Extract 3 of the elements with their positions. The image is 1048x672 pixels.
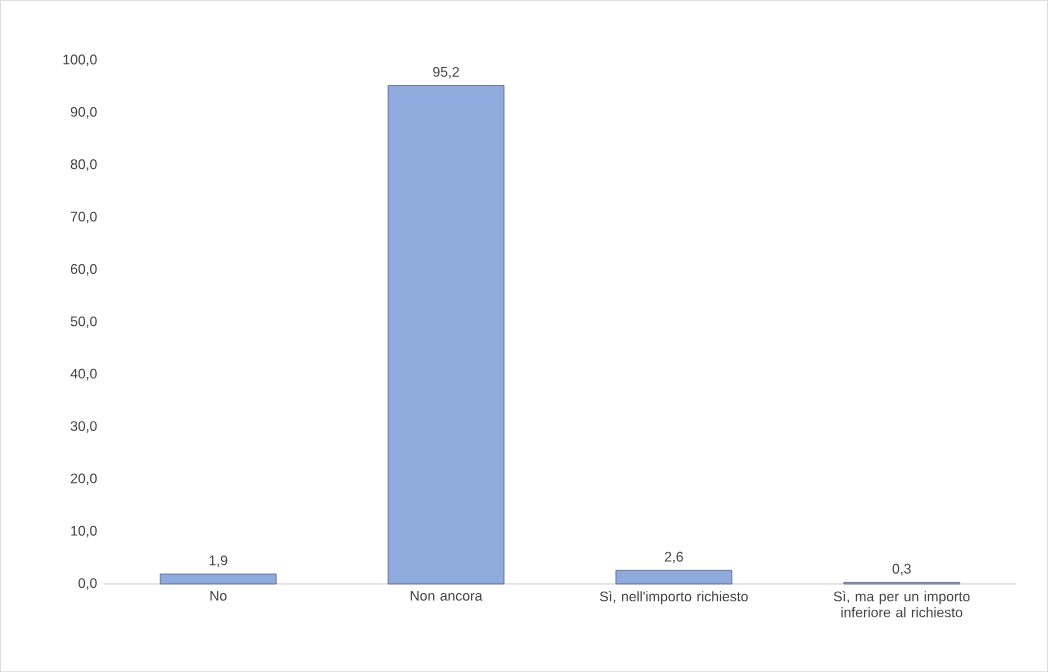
bar: [615, 569, 733, 585]
bar: [387, 84, 505, 585]
bar: [159, 573, 277, 585]
